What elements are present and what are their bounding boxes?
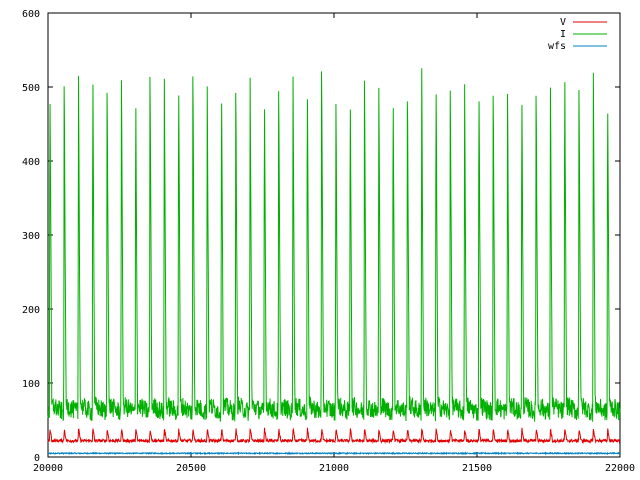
series-line-v [47,427,621,445]
series-line-wfs [47,451,621,456]
x-tick-label: 21500 [462,463,492,474]
x-tick-label: 20000 [33,463,63,474]
y-tick-label: 500 [22,83,40,94]
legend-label-wfs: wfs [548,41,566,52]
y-tick-label: 400 [22,157,40,168]
legend-label-i: I [560,29,566,40]
x-tick-label: 20500 [176,463,206,474]
y-tick-label: 0 [34,453,40,464]
y-axis: 0 100 200 300 400 500 600 [22,9,620,464]
x-tick-label: 21000 [319,463,349,474]
y-tick-label: 200 [22,305,40,316]
legend-label-v: V [560,17,566,28]
series-line-i [47,68,621,422]
series-group [47,68,621,456]
plot-frame [47,12,621,458]
x-axis: 20000 20500 21000 21500 22000 [33,13,635,474]
y-tick-label: 600 [22,9,40,20]
y-tick-label: 300 [22,231,40,242]
x-tick-label: 22000 [605,463,635,474]
y-tick-label: 100 [22,379,40,390]
